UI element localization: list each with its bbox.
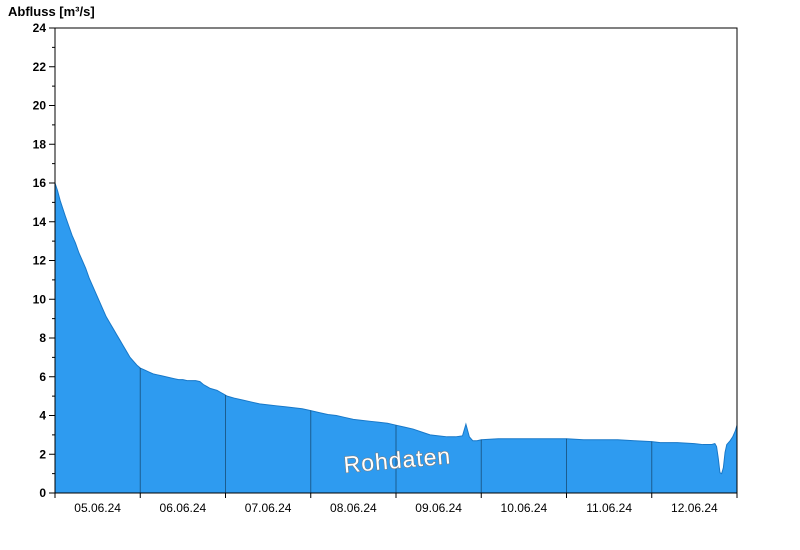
y-tick-label: 0: [39, 486, 46, 500]
y-tick-label: 14: [33, 215, 47, 229]
y-tick-label: 4: [39, 409, 46, 423]
x-tick-label: 05.06.24: [74, 501, 121, 515]
y-tick-label: 20: [33, 99, 47, 113]
x-tick-label: 07.06.24: [245, 501, 292, 515]
y-tick-label: 2: [39, 447, 46, 461]
y-tick-label: 6: [39, 370, 46, 384]
y-tick-label: 18: [33, 137, 47, 151]
y-tick-label: 8: [39, 331, 46, 345]
x-tick-label: 08.06.24: [330, 501, 377, 515]
x-tick-label: 11.06.24: [586, 501, 632, 515]
x-tick-label: 10.06.24: [501, 501, 548, 515]
y-tick-label: 12: [33, 254, 47, 268]
chart-title: Abfluss [m³/s]: [8, 4, 95, 19]
y-tick-label: 22: [33, 60, 47, 74]
discharge-area: [54, 182, 738, 494]
y-tick-label: 10: [33, 292, 47, 306]
x-tick-label: 12.06.24: [671, 501, 718, 515]
x-tick-label: 06.06.24: [160, 501, 207, 515]
y-tick-label: 24: [33, 21, 47, 35]
x-tick-label: 09.06.24: [415, 501, 462, 515]
y-tick-label: 16: [33, 176, 47, 190]
x-axis: 05.06.24 06.06.24 07.06.24 08.06.24 09.06.24…: [54, 493, 738, 515]
